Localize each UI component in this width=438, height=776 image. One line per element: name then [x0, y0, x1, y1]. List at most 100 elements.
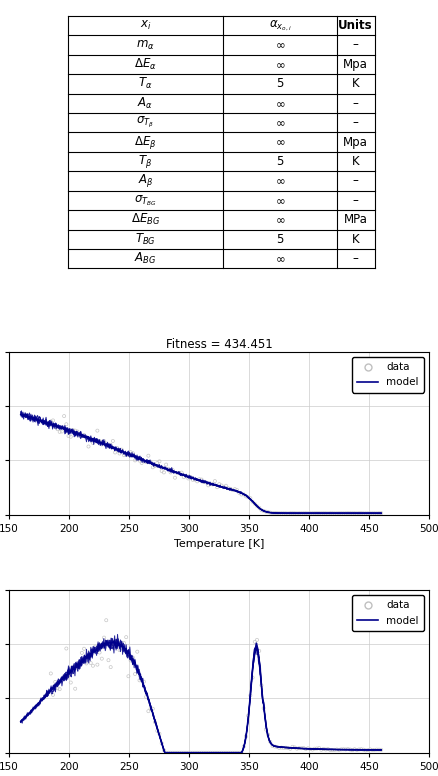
Point — [262, 505, 269, 518]
Point — [262, 723, 269, 736]
Point — [105, 654, 112, 667]
Point — [333, 507, 340, 519]
Point — [81, 643, 88, 655]
Point — [78, 646, 85, 659]
Text: 5: 5 — [276, 155, 284, 168]
Point — [285, 742, 292, 754]
Point — [298, 507, 305, 519]
Point — [338, 507, 345, 519]
Point — [180, 471, 187, 483]
Point — [307, 743, 314, 755]
Point — [54, 423, 61, 435]
Point — [251, 636, 258, 648]
Point — [212, 747, 219, 759]
Point — [320, 743, 327, 755]
Point — [273, 507, 280, 519]
Text: Units: Units — [338, 19, 373, 32]
Text: $\infty$: $\infty$ — [275, 194, 285, 207]
Point — [318, 743, 325, 756]
Point — [49, 688, 57, 701]
Text: $\infty$: $\infty$ — [275, 252, 285, 265]
Point — [353, 743, 360, 756]
Point — [156, 728, 163, 740]
Point — [169, 747, 176, 759]
Text: $m_\alpha$: $m_\alpha$ — [136, 39, 155, 51]
Point — [52, 676, 59, 688]
Point — [205, 747, 212, 759]
Point — [220, 747, 227, 759]
Point — [165, 747, 172, 759]
Point — [85, 651, 92, 663]
Point — [138, 457, 145, 469]
Point — [227, 483, 234, 495]
Point — [249, 496, 256, 508]
Point — [373, 508, 380, 520]
Point — [327, 507, 334, 519]
Point — [162, 459, 170, 471]
Text: $\infty$: $\infty$ — [275, 175, 285, 188]
Point — [276, 742, 283, 754]
Point — [120, 637, 127, 650]
Point — [340, 743, 347, 756]
Point — [233, 747, 240, 759]
Point — [47, 415, 54, 428]
Point — [74, 660, 81, 673]
Point — [100, 632, 107, 644]
Point — [329, 743, 336, 756]
Point — [67, 677, 74, 689]
Point — [171, 472, 178, 484]
Point — [160, 744, 167, 757]
Point — [189, 473, 196, 486]
Point — [322, 743, 329, 756]
Point — [70, 660, 77, 673]
Point — [313, 743, 320, 755]
Point — [60, 410, 67, 422]
Point — [338, 743, 345, 756]
Point — [356, 507, 363, 519]
Point — [358, 507, 365, 519]
Point — [169, 464, 176, 476]
Point — [351, 743, 358, 756]
Point — [145, 705, 152, 717]
Point — [373, 743, 380, 756]
Point — [260, 702, 267, 714]
Text: –: – — [353, 194, 359, 207]
Point — [136, 674, 143, 687]
Text: –: – — [353, 116, 359, 129]
Point — [103, 614, 110, 626]
Point — [92, 434, 99, 446]
Point — [154, 457, 161, 469]
Point — [229, 747, 236, 759]
Point — [327, 743, 334, 756]
Point — [304, 742, 311, 754]
Point — [209, 747, 216, 759]
Point — [256, 501, 263, 514]
Point — [216, 478, 223, 490]
Point — [96, 435, 103, 447]
Point — [112, 446, 119, 459]
Point — [125, 670, 132, 682]
Point — [254, 500, 261, 512]
Point — [322, 507, 329, 519]
Point — [107, 438, 114, 451]
Point — [72, 424, 79, 437]
Point — [336, 743, 343, 756]
Point — [78, 430, 85, 442]
Point — [218, 747, 225, 759]
Point — [89, 437, 96, 449]
Point — [56, 683, 63, 695]
Point — [311, 507, 318, 519]
Point — [92, 640, 99, 653]
Point — [369, 743, 376, 756]
Point — [118, 443, 125, 456]
Point — [149, 702, 156, 715]
Point — [76, 657, 83, 670]
Point — [349, 507, 356, 519]
Point — [52, 421, 59, 433]
Point — [231, 483, 238, 495]
Legend: data, model: data, model — [352, 357, 424, 393]
Point — [167, 466, 174, 479]
Point — [233, 484, 240, 497]
Point — [265, 506, 272, 518]
Point — [63, 418, 70, 431]
